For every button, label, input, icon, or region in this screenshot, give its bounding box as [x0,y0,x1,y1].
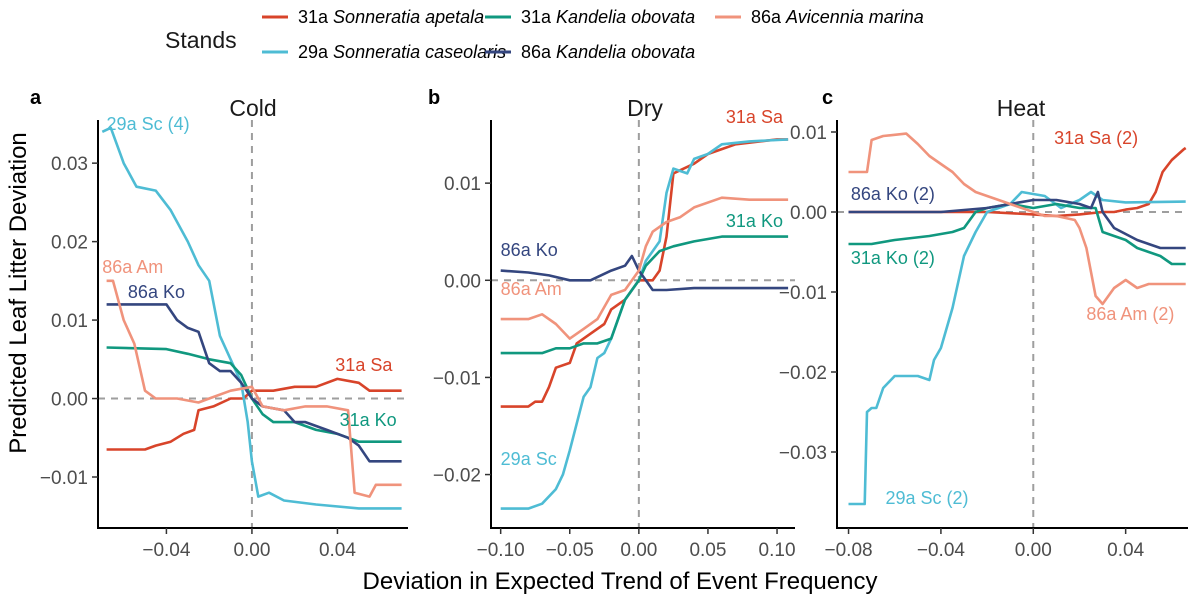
panel-title: Dry [627,95,663,121]
y-tick-label: −0.02 [433,466,481,487]
x-tick-label: −0.10 [477,540,525,561]
x-tick-label: −0.05 [546,540,594,561]
series-line-ko86 [848,190,1186,250]
series-label-sa31: 31a Sa [726,107,784,127]
panel-letter: c [822,87,833,109]
panel-letter: a [30,87,42,109]
legend-entry-am86: 86a Avicennia marina [751,7,924,27]
y-tick-label: 0.01 [790,123,827,144]
series-line-sa31 [500,138,789,408]
series-line-am86 [106,279,402,498]
x-tick-label: 0.00 [233,540,270,561]
y-tick-label: 0.03 [51,154,88,175]
y-tick-label: 0.00 [51,390,88,411]
panel-title: Heat [997,95,1046,121]
y-tick-label: −0.01 [779,283,827,304]
series-line-ko31 [500,235,789,355]
series-label-ko86: 86a Ko (2) [851,184,935,204]
panel-letter: b [428,87,440,109]
legend-entry-species: Kandelia obovata [556,42,695,62]
legend-entry-species: Sonneratia apetala [333,7,484,27]
legend-entry-prefix: 86a [751,7,786,27]
y-tick-label: −0.01 [40,468,88,489]
y-tick-label: −0.03 [779,443,827,464]
series-label-am86: 86a Am [102,257,163,277]
series-label-sa31: 31a Sa [335,355,393,375]
legend-entry-species: Kandelia obovata [556,7,695,27]
series-line-sa31 [106,377,402,451]
panel-a: a Cold −0.01 0.00 0.01 0.02 0.03 −0.04 0.00 0.04 2… [30,87,408,561]
x-tick-label: −0.08 [825,540,873,561]
x-tick-label: 0.05 [689,540,726,561]
panel-b: b Dry −0.02 −0.01 0.00 0.01 −0.10 −0.05 0.00 0.05… [428,87,796,561]
x-tick-label: −0.04 [917,540,966,561]
series-label-ko31: 31a Ko (2) [851,248,935,268]
legend-entry-prefix: 31a [521,7,556,27]
x-tick-label: 0.04 [319,540,356,561]
series-line-ko86 [500,254,789,292]
legend-entry-species: Sonneratia caseolaris [333,42,506,62]
panel-title: Cold [229,95,276,121]
series-line-am86 [500,196,789,340]
x-tick-label: 0.10 [759,540,796,561]
legend-entry-species: Avicennia marina [785,7,924,27]
y-tick-label: 0.01 [51,311,88,332]
x-tick-label: 0.00 [620,540,657,561]
legend-entry-prefix: 31a [298,7,333,27]
y-tick-label: 0.01 [444,174,481,195]
y-axis-label: Predicted Leaf Litter Deviation [5,132,32,454]
series-label-sc29: 29a Sc (2) [885,488,968,508]
series-line-am86 [848,132,1186,306]
legend-entry-ko31: 31a Kandelia obovata [521,7,695,27]
legend-entry-sa31: 31a Sonneratia apetala [298,7,484,27]
x-tick-label: 0.04 [1107,540,1144,561]
y-tick-label: −0.01 [433,368,481,389]
series-label-ko86: 86a Ko [501,240,558,260]
series-line-sc29 [848,190,1186,506]
series-line-ko31 [848,202,1186,266]
legend-entry-prefix: 29a [298,42,333,62]
series-line-sa31 [848,146,1187,218]
panel-c: c Heat −0.03 −0.02 −0.01 0.00 0.01 −0.08 −0.04 0.… [779,87,1188,561]
x-axis-label: Deviation in Expected Trend of Event Fre… [363,568,878,595]
chart-panels: a Cold −0.01 0.00 0.01 0.02 0.03 −0.04 0.00 0.04 2… [30,87,1188,561]
series-label-ko86: 86a Ko [128,282,185,302]
series-line-ko86 [106,303,402,463]
y-tick-label: 0.00 [444,271,481,292]
series-label-ko31: 31a Ko [726,211,783,231]
series-label-sc29: 29a Sc (4) [107,114,190,134]
series-label-am86: 86a Am [501,279,562,299]
y-tick-label: 0.02 [51,233,88,254]
legend-entry-sc29: 29a Sonneratia caseolaris [298,42,506,62]
series-label-am86: 86a Am (2) [1086,304,1174,324]
series-label-sc29: 29a Sc [501,449,557,469]
y-tick-label: −0.02 [779,363,827,384]
x-tick-label: −0.04 [142,540,191,561]
x-tick-label: 0.00 [1015,540,1052,561]
series-line-sc29 [101,126,402,510]
legend-title: Stands [165,27,237,53]
legend-entry-ko86: 86a Kandelia obovata [521,42,695,62]
y-tick-label: 0.00 [790,203,827,224]
legend-entry-prefix: 86a [521,42,556,62]
series-label-ko31: 31a Ko [340,410,397,430]
series-label-sa31: 31a Sa (2) [1054,128,1138,148]
